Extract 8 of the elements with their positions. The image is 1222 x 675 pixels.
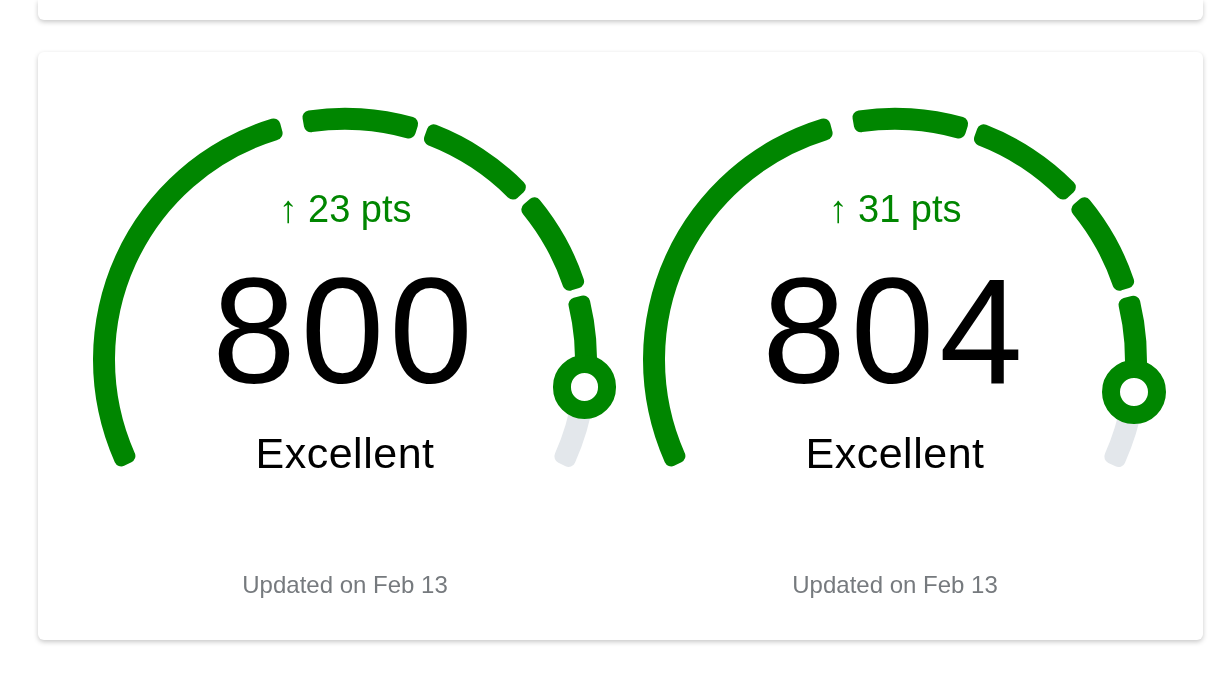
text: Excellent [255,428,435,477]
text: Updated on Feb 13 [792,570,998,598]
text: 804 [762,246,1028,415]
text: ↑ 23 pts [278,187,412,230]
text: ↑ 31 pts [828,187,962,230]
text: 800 [212,246,478,415]
text: Excellent [805,428,985,477]
text: Updated on Feb 13 [242,570,448,598]
